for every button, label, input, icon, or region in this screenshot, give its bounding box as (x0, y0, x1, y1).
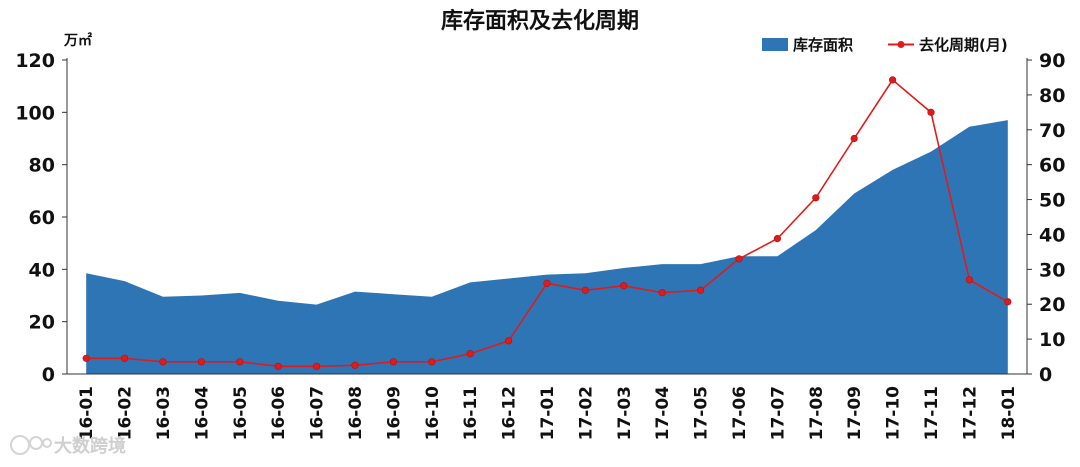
x-tick-label: 16-04 (192, 386, 212, 441)
y-left-tick-label: 0 (42, 364, 55, 386)
x-tick-label: 16-11 (461, 386, 481, 440)
line-point (620, 282, 628, 290)
line-point (927, 108, 935, 116)
line-point (812, 194, 820, 202)
line-point (581, 286, 590, 294)
y-right-tick-label: 90 (1039, 50, 1065, 72)
x-tick-label: 17-07 (768, 386, 788, 440)
y-left-tick-label: 20 (29, 312, 55, 334)
line-point (82, 354, 90, 362)
x-tick-label: 16-06 (269, 386, 289, 440)
y-left-tick-label: 60 (29, 207, 55, 229)
x-tick-label: 16-01 (77, 386, 97, 440)
line-point (236, 358, 244, 366)
y-left-tick-label: 40 (29, 259, 55, 281)
y-left-tick-label: 100 (15, 102, 55, 124)
y-left-tick-label: 80 (29, 155, 55, 177)
line-point (543, 279, 551, 287)
x-tick-label: 17-04 (653, 386, 673, 441)
x-tick-label: 16-10 (423, 386, 443, 441)
legend-label-area: 库存面积 (793, 36, 853, 54)
y-right-tick-label: 40 (1039, 224, 1065, 246)
line-point (505, 337, 513, 345)
line-point (888, 76, 897, 84)
x-tick-label: 16-09 (384, 386, 404, 440)
legend-swatch-area (762, 38, 788, 51)
x-tick-label: 17-06 (730, 386, 750, 440)
line-point (274, 362, 282, 370)
legend-label-line: 去化周期(月) (919, 36, 1008, 54)
watermark-text: 大数跨境 (54, 435, 126, 457)
plot-area: 0 20 40 60 80 100 120 0 10 20 30 40 50 60 70 80 90 16-01 1… (15, 50, 1065, 440)
x-tick-label: 16-03 (154, 386, 174, 440)
y-right-tick-label: 50 (1039, 190, 1065, 212)
line-point (850, 134, 858, 143)
line-point (120, 354, 129, 362)
x-tick-label: 17-01 (538, 386, 558, 440)
line-point (466, 350, 474, 358)
x-tick-label: 17-09 (845, 386, 865, 440)
x-tick-label: 17-05 (692, 386, 712, 440)
x-tick-label: 17-02 (576, 386, 596, 440)
x-tick-label: 17-08 (807, 386, 827, 440)
y-right-tick-label: 0 (1039, 364, 1052, 386)
x-tick-label: 16-12 (500, 386, 520, 440)
x-tick-label: 18-01 (999, 386, 1019, 440)
x-tick-label: 16-08 (346, 386, 366, 440)
line-point (658, 289, 666, 297)
x-tick-label: 16-05 (231, 386, 251, 440)
line-point (313, 362, 321, 370)
line-point (197, 358, 205, 366)
watermark-logo-icon (10, 435, 52, 455)
x-tick-label: 16-02 (116, 386, 136, 440)
y-left-tick-label: 120 (15, 50, 55, 72)
line-point (351, 361, 359, 369)
line-point (428, 358, 436, 366)
y-right-tick-label: 20 (1039, 294, 1065, 316)
legend-marker (897, 41, 905, 48)
y-right-tick-label: 70 (1039, 120, 1065, 142)
watermark: 大数跨境 (10, 435, 126, 457)
line-point (1004, 298, 1012, 306)
y-right-tick-label: 10 (1039, 329, 1065, 351)
line-point (735, 255, 743, 263)
x-tick-label: 16-07 (308, 386, 328, 440)
line-point (696, 286, 705, 294)
line-point (389, 358, 398, 366)
y-right-tick-label: 30 (1039, 259, 1065, 281)
x-tick-label: 17-03 (615, 386, 635, 440)
legend: 库存面积 去化周期(月) (762, 36, 1008, 54)
area-series-inventory (86, 120, 1008, 374)
line-point (965, 276, 974, 284)
line-point (773, 235, 782, 243)
x-tick-label: 17-11 (922, 386, 942, 440)
x-tick-label: 17-10 (884, 386, 904, 441)
y-right-tick-label: 80 (1039, 85, 1065, 107)
line-point (159, 358, 167, 366)
y-right-tick-label: 60 (1039, 155, 1065, 177)
y-left-unit: 万㎡ (63, 32, 92, 49)
x-tick-label: 17-12 (960, 386, 980, 440)
chart-title: 库存面积及去化周期 (441, 8, 639, 34)
